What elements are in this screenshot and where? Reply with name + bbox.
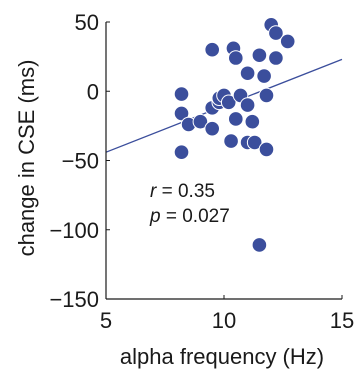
stat-r-symbol: r bbox=[150, 181, 157, 202]
stat-p: p = 0.027 bbox=[149, 206, 230, 227]
data-point bbox=[239, 65, 256, 82]
data-point bbox=[258, 87, 275, 104]
x-tick-label: 5 bbox=[100, 308, 112, 333]
y-tick-label: −100 bbox=[49, 218, 99, 243]
data-point bbox=[279, 33, 296, 50]
stat-r: r = 0.35 bbox=[150, 181, 215, 202]
data-point bbox=[244, 113, 261, 130]
data-point bbox=[268, 50, 284, 66]
x-tick-label: 15 bbox=[330, 308, 354, 333]
stat-p-symbol: p bbox=[149, 206, 161, 227]
x-axis-title: alpha frequency (Hz) bbox=[120, 344, 324, 369]
x-tick-label: 10 bbox=[212, 308, 236, 333]
data-point bbox=[228, 50, 244, 66]
ticks-group: −150 −100 −50 0 50 5 10 15 bbox=[49, 10, 354, 333]
axes-group bbox=[105, 22, 342, 300]
data-point bbox=[223, 133, 239, 149]
y-tick-label: −150 bbox=[49, 287, 99, 312]
data-point bbox=[239, 97, 256, 113]
data-point bbox=[204, 41, 220, 58]
data-point bbox=[220, 94, 237, 111]
data-point bbox=[204, 120, 220, 137]
points-group bbox=[173, 16, 296, 253]
y-tick-label: 50 bbox=[75, 10, 99, 35]
y-tick-label: −50 bbox=[62, 149, 99, 174]
stat-r-value: = 0.35 bbox=[156, 181, 215, 202]
data-point bbox=[246, 134, 263, 151]
data-point bbox=[251, 237, 268, 253]
stat-p-value: = 0.027 bbox=[161, 206, 230, 227]
data-point bbox=[192, 113, 209, 130]
data-point bbox=[258, 141, 275, 158]
y-tick-label: 0 bbox=[87, 79, 99, 104]
data-point bbox=[268, 25, 284, 41]
data-point bbox=[251, 47, 268, 64]
data-point bbox=[228, 111, 244, 127]
data-point bbox=[173, 86, 190, 102]
data-point bbox=[173, 105, 190, 122]
y-axis-title: change in CSE (ms) bbox=[14, 60, 39, 257]
data-point bbox=[256, 68, 272, 84]
data-point bbox=[173, 144, 190, 160]
